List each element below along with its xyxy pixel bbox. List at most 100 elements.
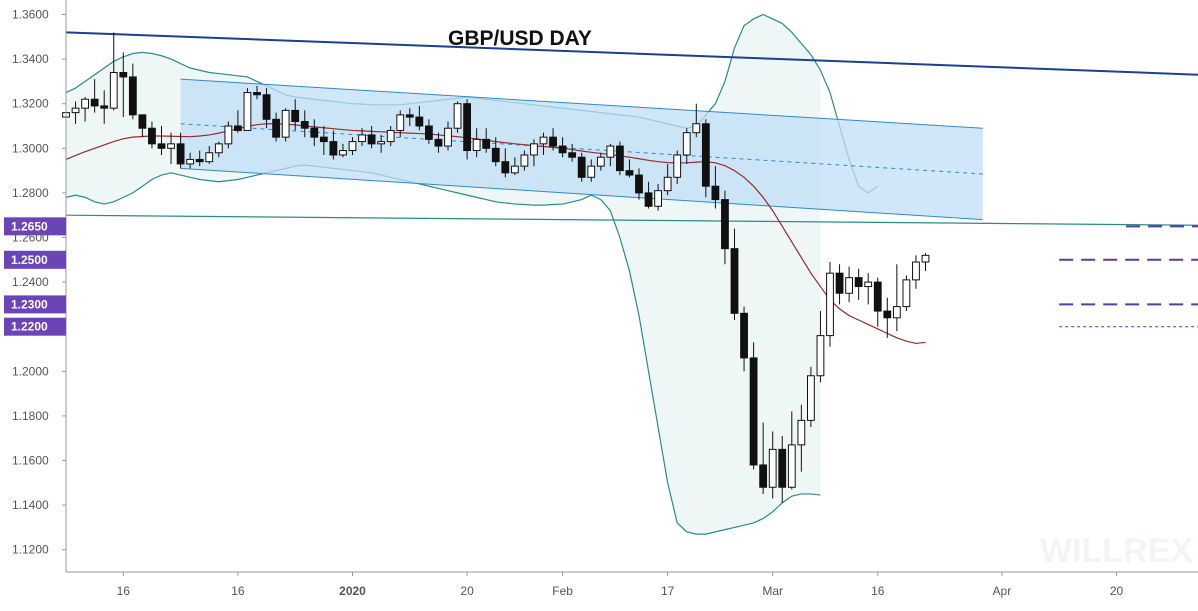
candle-up	[902, 279, 911, 308]
y-tick-label: 1.3400	[12, 52, 49, 66]
candle-up	[768, 448, 777, 488]
x-tick-label: Feb	[552, 584, 573, 598]
candle-down	[616, 145, 624, 172]
candle-up	[826, 272, 834, 337]
candle-down	[482, 138, 491, 149]
y-tick-label: 1.2000	[12, 364, 49, 378]
x-tick-label: 20	[460, 584, 474, 598]
x-tick-label: 20	[1110, 584, 1124, 598]
price-badge-label: 1.2300	[11, 297, 48, 311]
candle-down	[778, 448, 787, 488]
x-tick-label: Apr	[993, 584, 1012, 598]
candle-down	[253, 92, 261, 96]
y-tick-label: 1.3000	[12, 141, 49, 155]
candle-up	[797, 419, 806, 446]
price-badge	[4, 217, 66, 236]
bollinger-fill	[66, 14, 821, 535]
candle-down	[749, 357, 758, 466]
candle-up	[472, 138, 481, 152]
channel-fill	[180, 79, 983, 220]
candle-down	[835, 272, 844, 294]
candle-down	[300, 121, 309, 129]
candle-down	[148, 127, 156, 145]
candle-down	[157, 143, 166, 149]
candle-up	[807, 375, 815, 421]
candle-up	[386, 129, 395, 143]
y-tick-label: 1.1400	[12, 498, 49, 512]
candle-up	[663, 176, 672, 192]
channel-mid-line	[180, 123, 983, 175]
x-tick-label: 17	[661, 584, 675, 598]
candle-up	[510, 165, 519, 174]
candle-up	[682, 132, 691, 156]
y-tick-label: 1.2400	[12, 275, 49, 289]
candle-down	[549, 136, 557, 147]
channel-bottom-line	[180, 167, 983, 221]
candle-down	[128, 76, 137, 116]
candle-down	[90, 98, 99, 107]
candle-up	[81, 98, 89, 109]
candle-down	[195, 158, 204, 163]
candle-up	[396, 114, 405, 131]
candle-up	[205, 152, 214, 163]
candle-down	[367, 134, 376, 145]
x-tick-label: 16	[871, 584, 885, 598]
candle-up	[348, 141, 357, 152]
candle-down	[310, 127, 319, 138]
candle-down	[319, 136, 328, 143]
candle-up	[520, 154, 529, 167]
candle-up	[692, 123, 701, 134]
candle-down	[854, 277, 863, 288]
candle-down	[701, 123, 710, 187]
candle-down	[721, 199, 729, 250]
candle-down	[234, 125, 242, 131]
candle-up	[539, 136, 548, 145]
candle-up	[587, 165, 596, 178]
x-axis: 16 16 2020 20 Feb 17 Mar 16 Apr 20	[66, 571, 1198, 598]
price-badge-label: 1.2500	[11, 253, 48, 267]
candle-up	[358, 134, 366, 143]
candle-down	[119, 71, 128, 78]
candle-down	[501, 161, 510, 174]
candle-up	[186, 158, 195, 165]
trend-lines	[65, 31, 1198, 226]
candle-down	[883, 310, 892, 319]
candle-down	[262, 94, 271, 120]
candle-down	[434, 138, 443, 147]
price-badge-label: 1.2200	[11, 320, 48, 334]
candle-up	[214, 143, 223, 154]
price-levels	[1059, 225, 1198, 328]
candle-down	[405, 114, 414, 118]
price-badge	[4, 317, 66, 336]
y-tick-label: 1.3600	[12, 7, 49, 21]
candle-down	[100, 105, 109, 109]
candle-up	[453, 103, 462, 129]
x-tick-label: 16	[231, 584, 245, 598]
candle-up	[167, 143, 175, 149]
candle-up	[377, 141, 386, 145]
candle-down	[568, 152, 577, 158]
candle-up	[71, 107, 80, 114]
candle-down	[425, 125, 433, 140]
candle-up	[606, 145, 615, 158]
candle-up	[673, 154, 682, 178]
candle-down	[740, 312, 748, 359]
candles	[62, 32, 930, 503]
candle-down	[558, 145, 567, 154]
price-badge	[4, 295, 66, 314]
candle-up	[816, 335, 825, 377]
candle-up	[530, 143, 538, 156]
y-tick-label: 1.1200	[12, 543, 49, 557]
bollinger-lower-line	[65, 164, 821, 535]
candle-down	[491, 147, 500, 163]
y-tick-label: 1.1800	[12, 409, 49, 423]
candle-down	[711, 185, 720, 201]
candle-down	[577, 156, 586, 178]
candle-down	[759, 464, 768, 488]
candle-down	[415, 116, 424, 127]
support-line	[65, 214, 1198, 226]
candle-down	[291, 109, 300, 123]
y-axis: 1.1200 1.1400 1.1600 1.1800 1.2000 1.2200 1.24…	[4, 0, 67, 572]
candle-up	[845, 277, 854, 294]
